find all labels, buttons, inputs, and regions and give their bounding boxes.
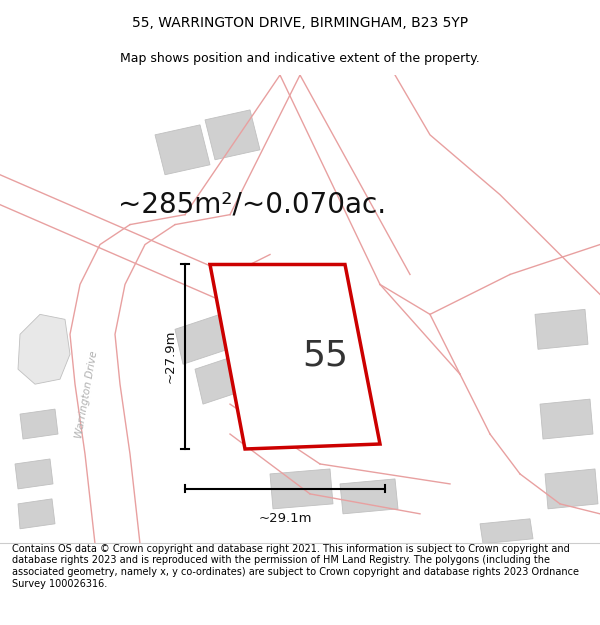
Text: Map shows position and indicative extent of the property.: Map shows position and indicative extent… (120, 52, 480, 65)
Text: 55, WARRINGTON DRIVE, BIRMINGHAM, B23 5YP: 55, WARRINGTON DRIVE, BIRMINGHAM, B23 5Y… (132, 16, 468, 31)
Polygon shape (545, 469, 598, 509)
Polygon shape (540, 399, 593, 439)
Text: Warrington Drive: Warrington Drive (74, 349, 100, 439)
Polygon shape (210, 264, 380, 449)
Polygon shape (270, 469, 333, 509)
Polygon shape (155, 125, 210, 175)
Polygon shape (18, 499, 55, 529)
Polygon shape (15, 459, 53, 489)
Text: 55: 55 (302, 339, 348, 372)
Text: ~29.1m: ~29.1m (258, 512, 312, 526)
Polygon shape (535, 309, 588, 349)
Polygon shape (195, 354, 248, 404)
Polygon shape (205, 110, 260, 160)
Polygon shape (18, 314, 70, 384)
Text: ~285m²/~0.070ac.: ~285m²/~0.070ac. (118, 191, 386, 219)
Text: ~27.9m: ~27.9m (163, 330, 176, 384)
Polygon shape (340, 479, 398, 514)
Text: Contains OS data © Crown copyright and database right 2021. This information is : Contains OS data © Crown copyright and d… (12, 544, 579, 589)
Polygon shape (480, 519, 533, 544)
Polygon shape (20, 409, 58, 439)
Polygon shape (175, 314, 228, 364)
